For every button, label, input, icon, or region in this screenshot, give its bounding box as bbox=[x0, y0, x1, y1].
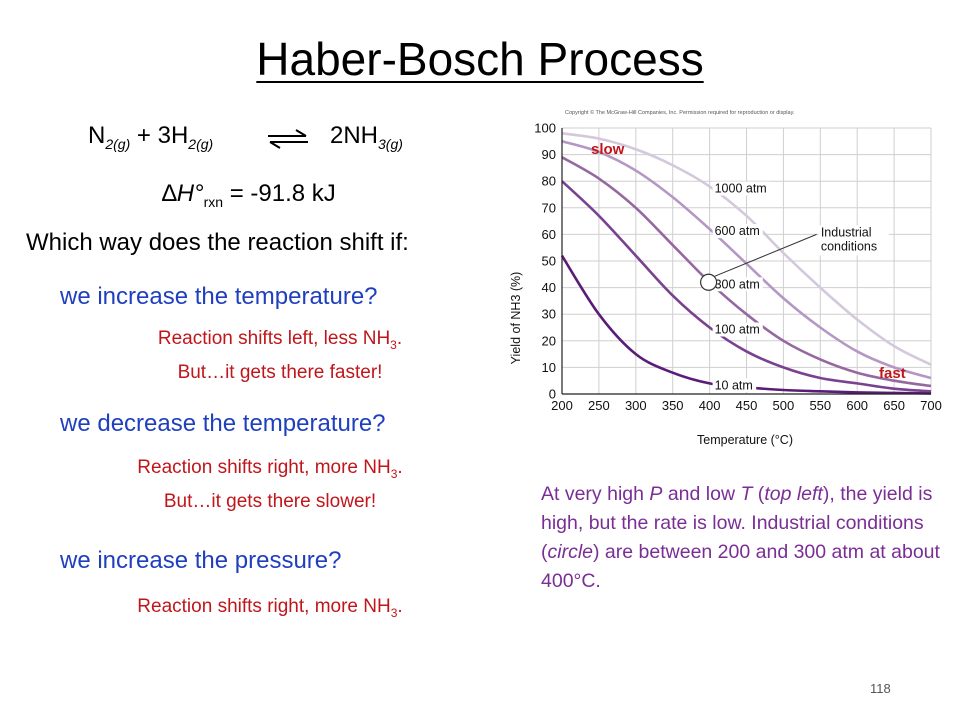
x-tick-label: 300 bbox=[625, 398, 647, 413]
answer-decrease-temperature: Reaction shifts right, more NH3. But…it … bbox=[137, 457, 403, 512]
y-tick-label: 20 bbox=[542, 333, 556, 348]
series-label: 300 atm bbox=[715, 277, 760, 291]
answer-increase-pressure: Reaction shifts right, more NH3. bbox=[137, 596, 403, 620]
series-label-bg bbox=[712, 277, 763, 292]
series-label-bg bbox=[712, 181, 770, 196]
x-tick-label: 550 bbox=[809, 398, 831, 413]
industrial-conditions-label: Industrial conditions bbox=[821, 225, 877, 253]
chart-y-axis-label: Yield of NH3 (%) bbox=[509, 272, 523, 365]
industrial-conditions-circle bbox=[700, 273, 718, 291]
chart-series bbox=[560, 132, 932, 395]
chart-copyright: Copyright © The McGraw-Hill Companies, I… bbox=[565, 109, 795, 116]
y-tick-label: 0 bbox=[549, 387, 556, 402]
y-tick-label: 50 bbox=[542, 254, 556, 269]
series-label-bg bbox=[712, 224, 763, 239]
answer-increase-temperature: Reaction shifts left, less NH3. But…it g… bbox=[157, 328, 403, 383]
x-tick-label: 450 bbox=[736, 398, 758, 413]
y-tick-label: 30 bbox=[542, 307, 556, 322]
series-label: 600 atm bbox=[715, 224, 760, 238]
question-decrease-temperature: we decrease the temperature? bbox=[60, 410, 386, 437]
slide-title: Haber-Bosch Process bbox=[256, 33, 704, 85]
chart-x-axis-label: Temperature (°C) bbox=[697, 433, 793, 447]
x-tick-label: 700 bbox=[920, 398, 942, 413]
question-lead: Which way does the reaction shift if: bbox=[26, 229, 409, 256]
series-label-bg bbox=[712, 322, 763, 337]
y-tick-label: 10 bbox=[542, 360, 556, 375]
chart-grid bbox=[561, 127, 932, 395]
x-tick-label: 600 bbox=[846, 398, 868, 413]
note-body: At very high P and low T (top left), the… bbox=[541, 483, 940, 592]
chart-slow-label: slow bbox=[591, 141, 625, 158]
y-tick-label: 40 bbox=[542, 280, 556, 295]
x-tick-label: 200 bbox=[551, 398, 573, 413]
page-number: 118 bbox=[870, 681, 891, 696]
y-tick-label: 90 bbox=[542, 147, 556, 162]
x-tick-label: 350 bbox=[662, 398, 684, 413]
y-tick-label: 60 bbox=[542, 227, 556, 242]
industrial-label-bg bbox=[818, 225, 889, 256]
series-line-100-atm bbox=[561, 180, 932, 393]
x-tick-label: 500 bbox=[773, 398, 795, 413]
enthalpy-line: ∆H°rxn = -91.8 kJ bbox=[162, 180, 336, 210]
y-tick-label: 80 bbox=[542, 174, 556, 189]
question-increase-pressure: we increase the pressure? bbox=[60, 547, 342, 574]
series-line-1000-atm bbox=[561, 132, 932, 366]
y-tick-label: 70 bbox=[542, 200, 556, 215]
equation-product: 2NH3(g) bbox=[330, 122, 403, 152]
series-label-bg bbox=[712, 378, 757, 393]
chart-annotations: Industrial conditions bbox=[700, 225, 889, 291]
question-increase-temperature: we increase the temperature? bbox=[60, 283, 378, 310]
series-label: 1000 atm bbox=[715, 182, 767, 196]
chart-series-labels: 1000 atm 600 atm 300 atm 100 atm 10 atm bbox=[712, 181, 770, 393]
series-line-300-atm bbox=[561, 156, 932, 388]
industrial-conditions-pointer bbox=[714, 233, 817, 277]
x-tick-label: 250 bbox=[588, 398, 610, 413]
nh3-yield-chart: Copyright © The McGraw-Hill Companies, I… bbox=[509, 109, 942, 447]
y-tick-label: 100 bbox=[534, 121, 556, 136]
series-label: 10 atm bbox=[715, 378, 753, 392]
chart-axes bbox=[561, 128, 931, 395]
chart-fast-label: fast bbox=[879, 365, 906, 382]
note-text: At very high P and low T (top left), the… bbox=[541, 480, 941, 596]
equilibrium-arrow-icon bbox=[268, 129, 308, 149]
chart-ticks: 200 250 300 350 400 450 500 550 600 650 700 0 10 20 30… bbox=[534, 121, 942, 414]
x-tick-label: 650 bbox=[883, 398, 905, 413]
x-tick-label: 400 bbox=[699, 398, 721, 413]
equation-reactants: N2(g) + 3H2(g) bbox=[88, 122, 214, 152]
series-label: 100 atm bbox=[715, 323, 760, 337]
